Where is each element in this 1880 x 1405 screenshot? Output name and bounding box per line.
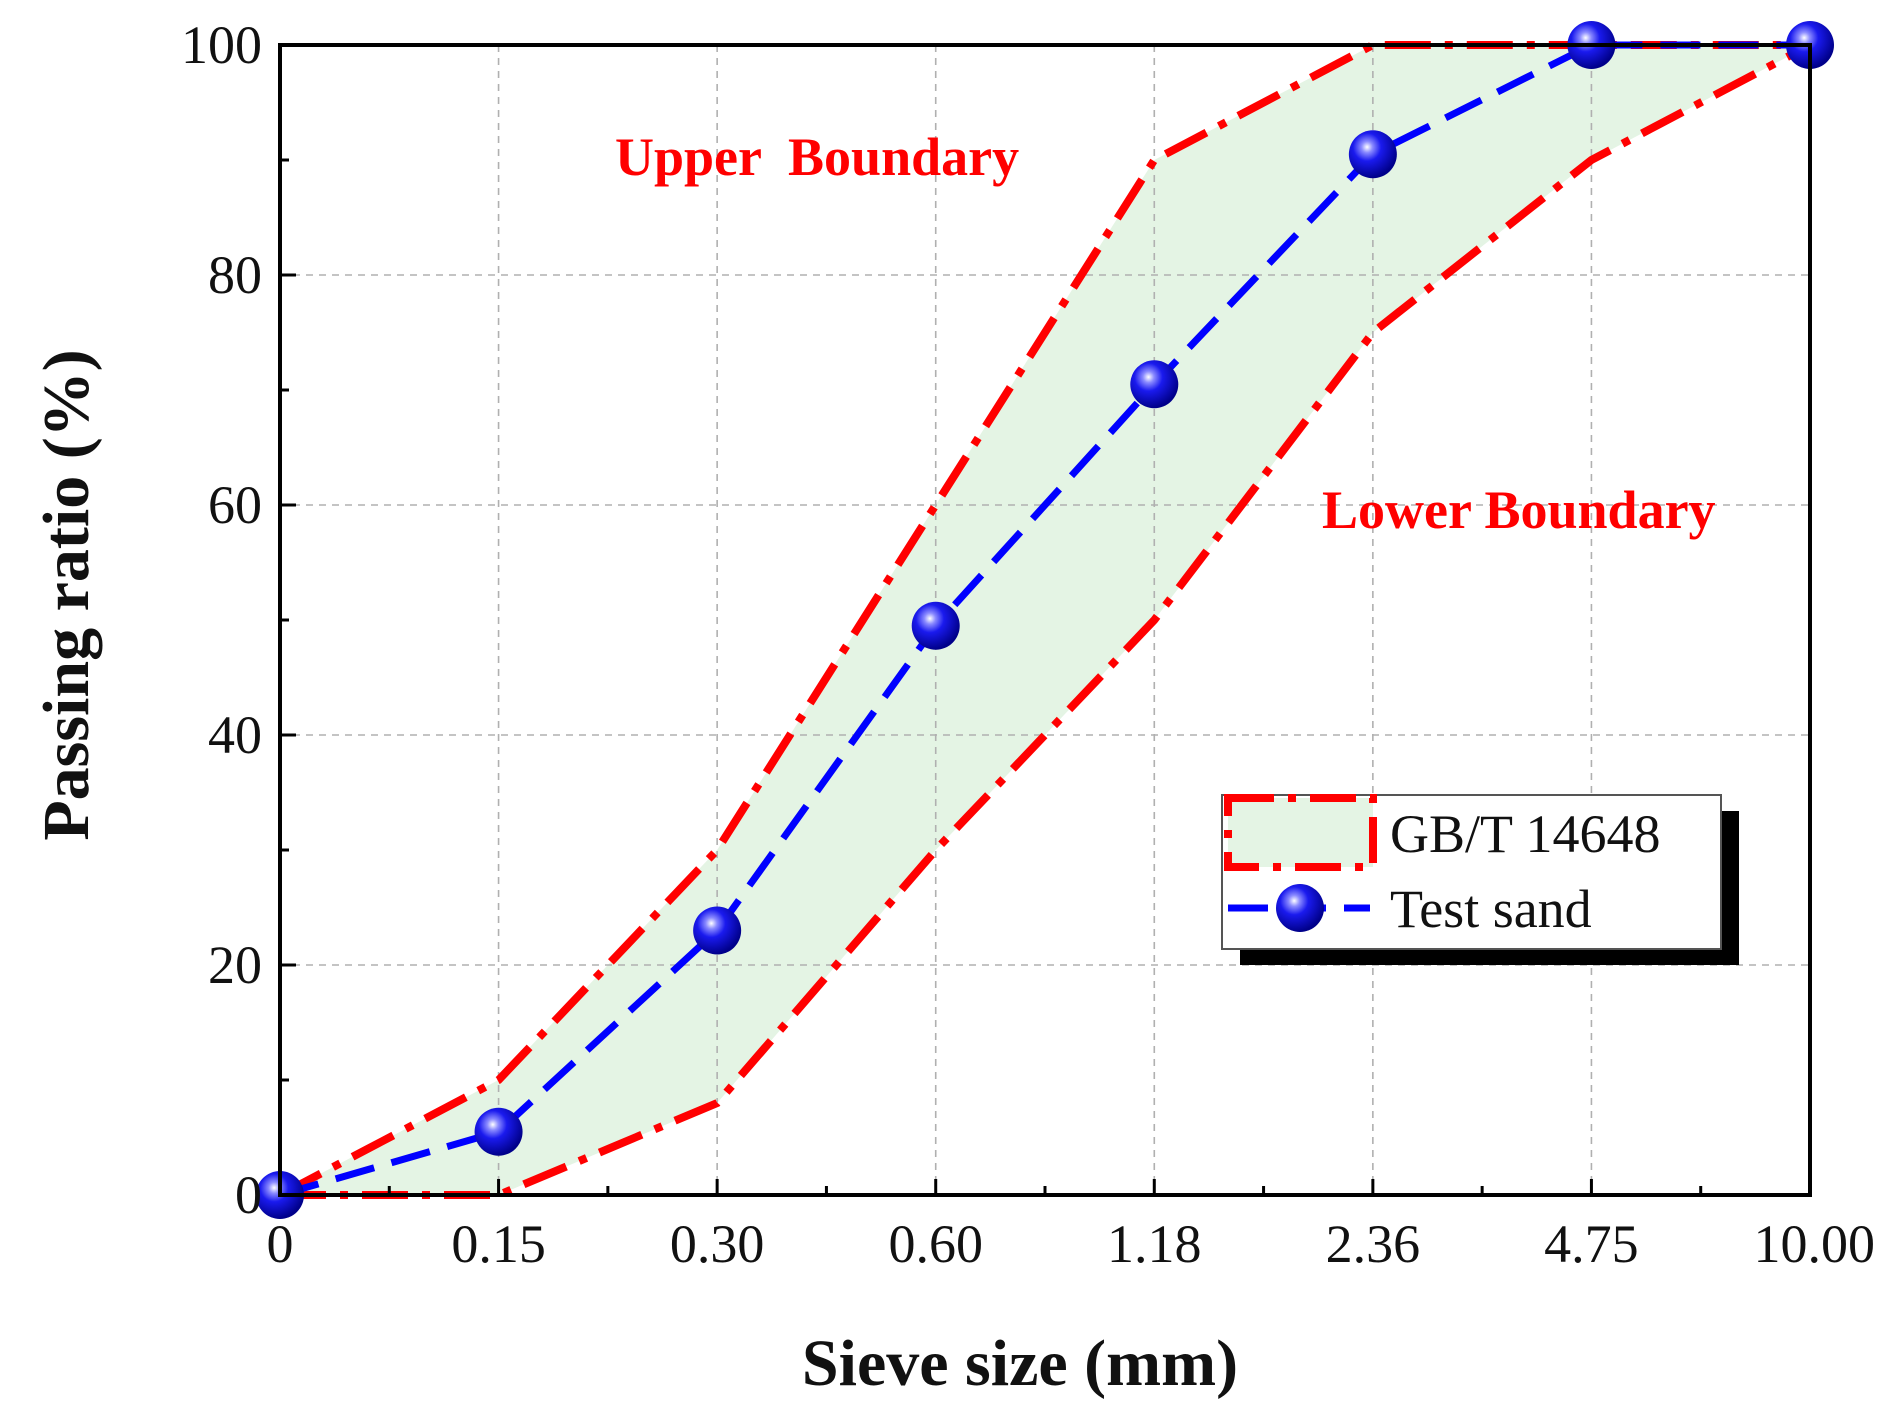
x-tick-label: 0.60 (888, 1214, 983, 1274)
legend-band-swatch (1224, 794, 1377, 871)
test-sand-marker (693, 906, 742, 955)
legend-label-test-sand: Test sand (1390, 879, 1592, 939)
x-tick-label: 0.30 (670, 1214, 765, 1274)
x-tick-label: 2.36 (1326, 1214, 1421, 1274)
test-sand-marker (1348, 130, 1397, 179)
y-tick-label: 80 (208, 245, 262, 305)
x-tick-label: 10.00 (1754, 1214, 1876, 1274)
lower-boundary-annotation: Lower Boundary (1322, 480, 1716, 540)
x-axis-title: Sieve size (mm) (802, 1327, 1238, 1400)
x-tick-label: 4.75 (1544, 1214, 1639, 1274)
y-tick-label: 20 (208, 935, 262, 995)
test-sand-marker (1130, 360, 1179, 409)
legend: GB/T 14648 Test sand (1221, 794, 1739, 965)
test-sand-marker (911, 601, 960, 650)
lower-boundary-line (280, 41, 1812, 1199)
test-sand-line (279, 41, 1810, 1199)
y-axis-title: Passing ratio (%) (30, 349, 103, 840)
x-tick-label: 0.15 (451, 1214, 546, 1274)
test-sand-marker (474, 1107, 523, 1156)
x-tick-label: 1.18 (1107, 1214, 1202, 1274)
y-tick-label: 40 (208, 705, 262, 765)
legend-label-gbt: GB/T 14648 (1390, 804, 1661, 864)
x-tick-label: 0 (267, 1214, 294, 1274)
upper-boundary-annotation: Upper Boundary (615, 127, 1019, 187)
y-tick-label: 100 (181, 15, 262, 75)
gradation-band-fill (280, 45, 1810, 1195)
y-tick-label: 0 (235, 1165, 262, 1225)
legend-test-sand-marker (1276, 884, 1324, 932)
y-tick-label: 60 (208, 475, 262, 535)
